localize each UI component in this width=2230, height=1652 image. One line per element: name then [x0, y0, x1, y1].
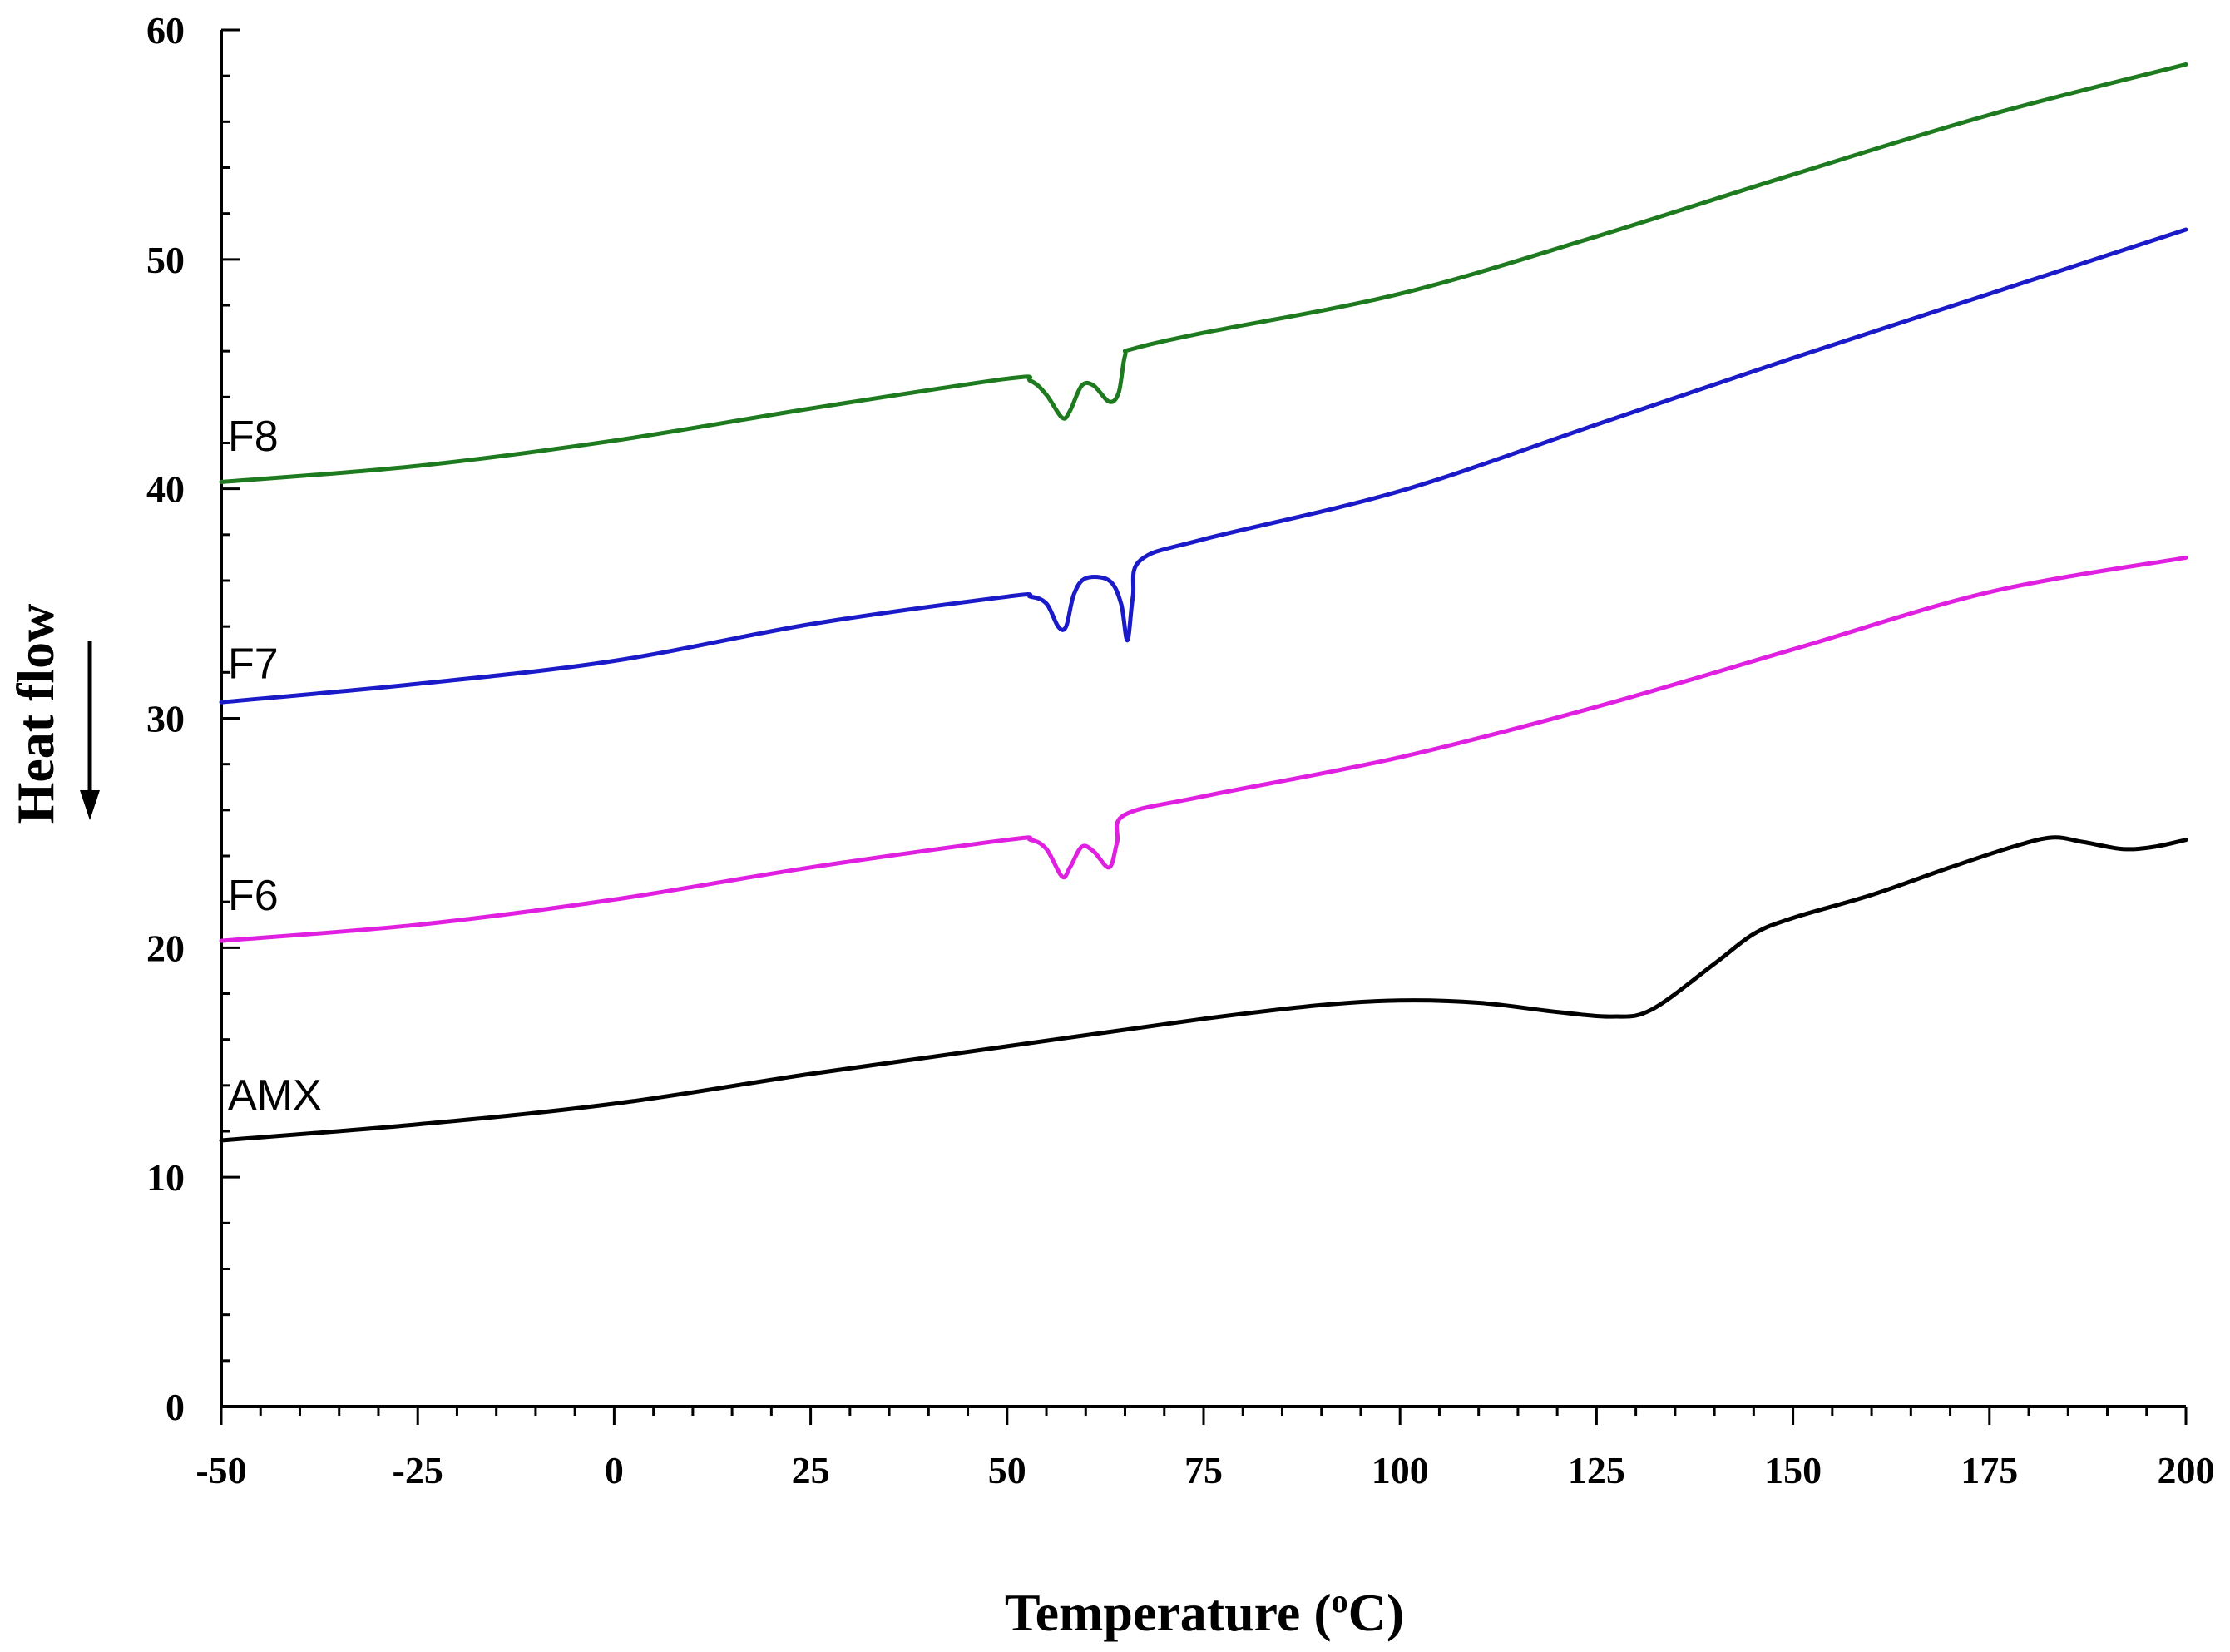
y-tick-label: 20 [146, 927, 185, 969]
y-tick-labels: 0 10 20 30 40 50 60 [146, 9, 185, 1428]
x-tick-label: 50 [988, 1449, 1026, 1491]
x-tick-label: 125 [1568, 1449, 1625, 1491]
series-lines [219, 62, 2188, 1143]
y-tick-label: 30 [146, 698, 185, 740]
series-line-f7 [219, 227, 2188, 705]
x-tick-label: -25 [393, 1449, 443, 1491]
series-label-f8: F8 [228, 413, 279, 461]
x-tick-label: 175 [1961, 1449, 2018, 1491]
x-tick-label: -50 [195, 1449, 246, 1491]
x-tick-label: 25 [792, 1449, 830, 1491]
x-tick-label: 100 [1372, 1449, 1429, 1491]
series-line-f6 [219, 555, 2188, 943]
series-label-f7: F7 [228, 640, 279, 688]
y-tick-label: 50 [146, 239, 185, 281]
series-label-f6: F6 [228, 872, 279, 920]
x-tick-label: 200 [2158, 1449, 2215, 1491]
x-tick-labels: -50 -25 0 25 50 75 100 125 150 175 200 [195, 1449, 2214, 1491]
x-axis-title: Temperature (oC) [1005, 1582, 1404, 1642]
series-labels: AMX F6 F7 F8 [228, 413, 322, 1120]
y-tick-label: 0 [166, 1386, 185, 1428]
series-line-amx [219, 835, 2188, 1143]
y-tick-label: 10 [146, 1156, 185, 1199]
series-line-f8 [219, 62, 2188, 484]
heat-flow-arrow-icon [80, 641, 100, 820]
x-tick-label: 75 [1184, 1449, 1223, 1491]
series-label-amx: AMX [228, 1071, 322, 1120]
y-tick-label: 60 [146, 9, 185, 52]
x-tick-label: 150 [1764, 1449, 1822, 1491]
y-tick-label: 40 [146, 468, 185, 511]
x-tick-label: 0 [605, 1449, 624, 1491]
axis-ticks [220, 28, 2188, 1425]
y-axis-title: Heat flow [6, 604, 65, 824]
